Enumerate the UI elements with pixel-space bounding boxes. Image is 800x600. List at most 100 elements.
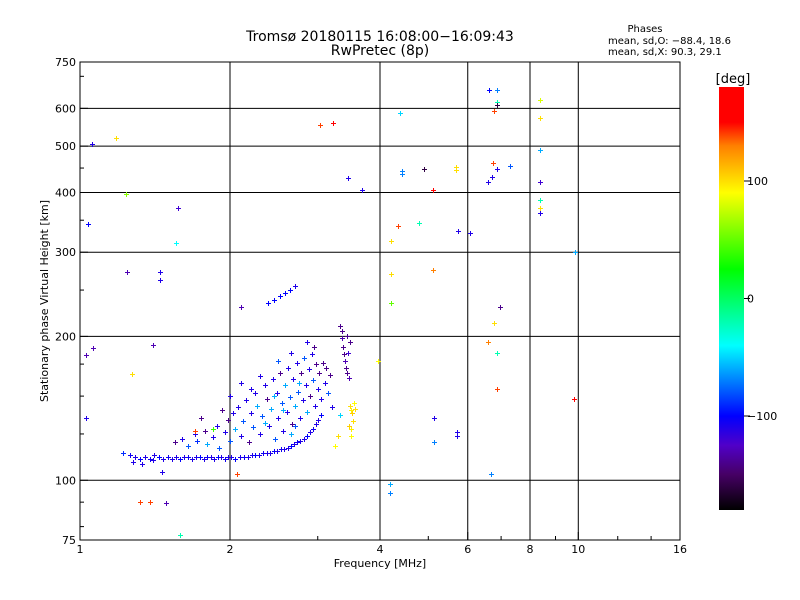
data-point-v: [260, 374, 261, 379]
data-point: [124, 192, 129, 197]
data-point-v: [540, 116, 541, 121]
x-axis-label: Frequency [MHz]: [334, 557, 426, 570]
data-point-v: [492, 175, 493, 180]
data-point-v: [402, 172, 403, 177]
data-point: [193, 429, 198, 434]
data-point-v: [304, 437, 305, 442]
data-point: [286, 446, 291, 451]
data-point-v: [153, 343, 154, 348]
data-point: [186, 444, 191, 449]
data-point-v: [140, 500, 141, 505]
data-point-v: [241, 381, 242, 386]
data-point-v: [269, 424, 270, 429]
data-point-v: [458, 229, 459, 234]
data-point-v: [219, 446, 220, 451]
data-point: [346, 176, 351, 181]
data-point-v: [192, 457, 193, 462]
data-point: [263, 421, 268, 426]
data-point-v: [265, 383, 266, 388]
data-point: [321, 361, 326, 366]
data-point: [352, 401, 357, 406]
data-point: [489, 472, 494, 477]
data-point-v: [298, 390, 299, 395]
data-point-v: [249, 440, 250, 445]
x-axis: 1 2 4 6 8 10 16: [77, 532, 687, 556]
y-axis-label: Stationary phase Virtual Height [km]: [38, 200, 51, 402]
data-point-v: [433, 188, 434, 193]
data-point: [431, 188, 436, 193]
data-point: [495, 103, 500, 108]
data-point: [301, 398, 306, 403]
data-point: [349, 427, 354, 432]
data-point: [86, 222, 91, 227]
data-point: [341, 345, 346, 350]
data-point: [216, 455, 221, 460]
data-point: [293, 284, 298, 289]
data-point-v: [217, 424, 218, 429]
data-point-v: [310, 394, 311, 399]
data-point: [308, 430, 313, 435]
data-point-v: [246, 398, 247, 403]
data-point-v: [176, 241, 177, 246]
data-point-v: [225, 430, 226, 435]
data-point-v: [265, 421, 266, 426]
data-point: [491, 161, 496, 166]
data-point: [486, 340, 491, 345]
data-point: [454, 168, 459, 173]
data-point: [400, 169, 405, 174]
grid-lines: [80, 62, 680, 540]
data-point: [495, 100, 500, 105]
data-point: [280, 401, 285, 406]
data-point: [400, 172, 405, 177]
data-point-v: [221, 455, 222, 460]
data-point: [194, 455, 199, 460]
data-point-v: [494, 109, 495, 114]
data-point-v: [497, 88, 498, 93]
data-point-v: [184, 455, 185, 460]
data-point: [148, 500, 153, 505]
data-point-v: [205, 429, 206, 434]
data-point-v: [349, 376, 350, 381]
data-point-v: [285, 291, 286, 296]
data-point: [285, 410, 290, 415]
data-point: [84, 353, 89, 358]
data-point: [331, 121, 336, 126]
colorbar-label: [deg]: [716, 72, 751, 87]
data-point: [422, 167, 427, 172]
colorbar-tick-label: −100: [747, 410, 777, 423]
data-point-v: [150, 500, 151, 505]
data-point-v: [267, 397, 268, 402]
data-point-v: [237, 472, 238, 477]
data-point: [291, 377, 296, 382]
data-point-v: [211, 455, 212, 460]
data-point-v: [93, 346, 94, 351]
data-point: [307, 367, 312, 372]
y-tick-label: 300: [55, 246, 76, 259]
colorbar-tick-label: 100: [747, 175, 768, 188]
data-point-v: [160, 270, 161, 275]
data-point: [202, 457, 207, 462]
data-point: [257, 453, 262, 458]
data-point-v: [470, 231, 471, 236]
data-point-v: [419, 221, 420, 226]
data-point: [236, 405, 241, 410]
x-tick-label: 1: [77, 543, 84, 556]
data-point-v: [491, 472, 492, 477]
data-point: [389, 301, 394, 306]
data-point-v: [126, 192, 127, 197]
data-point: [91, 346, 96, 351]
data-point-v: [390, 491, 391, 496]
data-point-v: [188, 455, 189, 460]
data-point-v: [259, 453, 260, 458]
data-point: [271, 377, 276, 382]
data-point-v: [292, 422, 293, 427]
data-point: [316, 418, 321, 423]
data-point: [239, 434, 244, 439]
data-point: [289, 351, 294, 356]
data-point: [492, 321, 497, 326]
data-point: [190, 457, 195, 462]
data-point: [90, 142, 95, 147]
data-point-v: [123, 451, 124, 456]
y-tick-label: 400: [55, 186, 76, 199]
data-point: [223, 430, 228, 435]
